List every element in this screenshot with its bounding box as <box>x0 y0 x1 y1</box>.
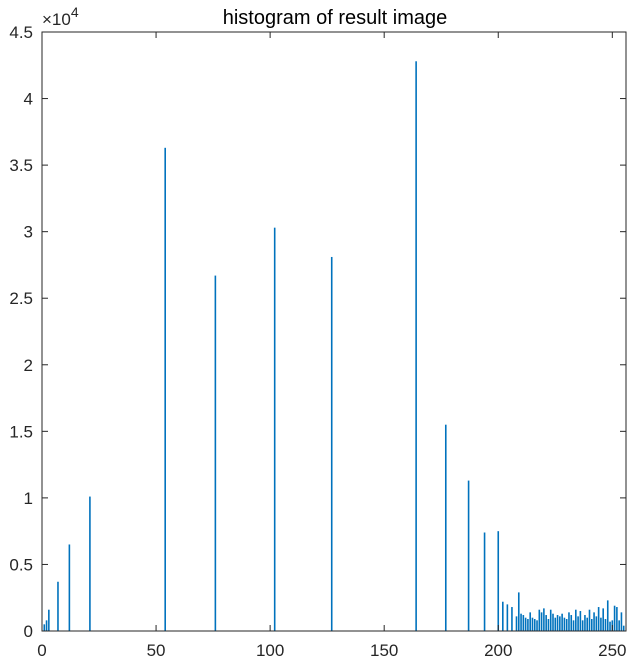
histogram-bar <box>565 619 568 631</box>
histogram-bar <box>616 607 618 631</box>
histogram-bar <box>164 147 166 631</box>
histogram-bar <box>593 612 595 631</box>
histogram-bar <box>604 619 607 631</box>
chart-title: histogram of result image <box>223 7 448 29</box>
y-tick-label: 4 <box>24 90 33 109</box>
histogram-bar <box>561 613 563 631</box>
y-tick-label: 1 <box>24 489 33 508</box>
histogram-bar <box>568 612 570 631</box>
y-tick-label: 0 <box>24 622 33 641</box>
x-tick-label: 250 <box>598 641 626 660</box>
y-tick-label: 3.5 <box>9 156 33 175</box>
histogram-bar <box>620 612 623 631</box>
y-tick-label: 2.5 <box>9 289 33 308</box>
histogram-bar <box>536 620 538 631</box>
x-tick-label: 0 <box>37 641 46 660</box>
axes <box>41 31 627 632</box>
histogram-bar <box>554 617 557 631</box>
histogram-bar <box>559 616 561 631</box>
histogram-bar <box>552 613 554 631</box>
histogram-bar <box>89 496 91 631</box>
histogram-bar <box>590 619 593 631</box>
y-axis-ticks: 0 0.5 1 1.5 2 2.5 3 3.5 4 4.5 <box>9 23 626 641</box>
histogram-bar <box>57 581 59 631</box>
histogram-bar <box>522 615 525 631</box>
x-tick-label: 200 <box>484 641 512 660</box>
histogram-bar <box>467 480 470 631</box>
histogram-bar <box>547 619 550 631</box>
histogram-bar <box>531 617 534 631</box>
y-tick-label: 3 <box>24 223 33 242</box>
histogram-bar <box>602 608 604 631</box>
y-tick-label: 4.5 <box>9 23 33 42</box>
y-exponent-power: 4 <box>71 4 79 20</box>
x-tick-label: 50 <box>147 641 166 660</box>
x-axis-ticks: 0 50 100 150 200 250 <box>37 32 627 660</box>
histogram-bar <box>584 615 586 631</box>
histogram-bar <box>618 620 620 631</box>
histogram-bar <box>511 607 513 631</box>
histogram-bar <box>543 608 545 631</box>
histogram-bar <box>540 612 543 631</box>
histogram-bar <box>613 605 616 631</box>
histogram-bar <box>48 609 50 631</box>
x-tick-label: 100 <box>256 641 284 660</box>
histogram-bar <box>579 611 582 631</box>
y-tick-label: 0.5 <box>9 555 33 574</box>
histogram-bar <box>43 624 46 631</box>
y-exponent-base: ×10 <box>42 10 71 29</box>
histogram-bar <box>572 620 575 631</box>
histogram-bar <box>575 609 577 631</box>
histogram-bar <box>273 227 276 632</box>
histogram-bar <box>597 607 600 631</box>
histogram-bar <box>330 256 333 631</box>
histogram-bar <box>622 625 625 631</box>
histogram-bar <box>545 615 547 631</box>
histogram-bar <box>506 604 509 631</box>
histogram-bar <box>600 617 602 631</box>
histogram-bar <box>581 620 584 631</box>
histogram-bar <box>502 601 504 631</box>
y-tick-label: 2 <box>24 356 33 375</box>
histogram-bar <box>520 613 522 631</box>
histogram-bar <box>533 619 536 631</box>
histogram-bar <box>563 617 566 631</box>
histogram-bar <box>606 600 609 631</box>
y-tick-label: 1.5 <box>9 422 33 441</box>
histogram-bar <box>515 616 518 631</box>
histogram-bar <box>549 609 552 631</box>
histogram-bar <box>517 592 520 631</box>
histogram-bar <box>68 544 71 631</box>
bar-series <box>43 61 625 632</box>
axes-box <box>41 31 627 632</box>
histogram-bar <box>524 617 527 631</box>
histogram-bar <box>609 621 611 631</box>
histogram-bar <box>595 616 598 631</box>
y-axis-exponent: ×104 <box>42 4 79 29</box>
histogram-bar <box>577 616 579 631</box>
histogram-bar <box>497 531 500 631</box>
histogram-bar <box>444 424 447 631</box>
histogram-bar <box>415 61 417 631</box>
histogram-bar <box>556 615 559 631</box>
histogram-bar <box>586 617 589 631</box>
histogram-bar <box>527 619 529 631</box>
histogram-bar <box>483 532 486 631</box>
histogram-bar <box>570 615 573 631</box>
histogram-bar <box>538 609 541 631</box>
histogram-bar <box>529 612 531 631</box>
x-tick-label: 150 <box>370 641 398 660</box>
histogram-bar <box>588 609 591 631</box>
histogram-bar <box>45 620 48 631</box>
histogram-bar <box>214 275 217 631</box>
